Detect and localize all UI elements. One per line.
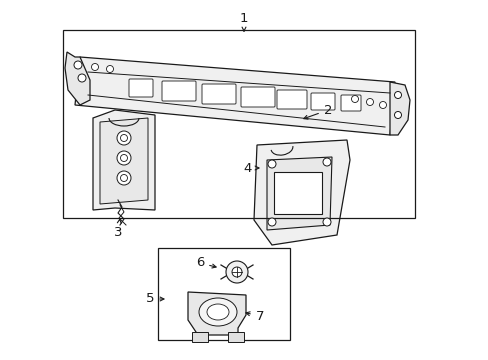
Text: 3: 3 <box>114 219 122 239</box>
Circle shape <box>394 91 401 99</box>
Text: 7: 7 <box>245 310 264 323</box>
Polygon shape <box>187 292 245 335</box>
Circle shape <box>351 95 358 103</box>
FancyBboxPatch shape <box>162 81 196 101</box>
Circle shape <box>78 74 86 82</box>
Polygon shape <box>93 110 155 210</box>
Circle shape <box>379 102 386 108</box>
Circle shape <box>231 267 242 277</box>
Circle shape <box>106 66 113 72</box>
FancyBboxPatch shape <box>276 90 306 109</box>
Circle shape <box>394 112 401 118</box>
Polygon shape <box>100 118 148 204</box>
Bar <box>273 172 321 214</box>
Circle shape <box>117 151 131 165</box>
Circle shape <box>117 131 131 145</box>
Polygon shape <box>389 82 409 135</box>
Polygon shape <box>75 57 394 135</box>
Circle shape <box>267 160 275 168</box>
Circle shape <box>267 218 275 226</box>
Polygon shape <box>65 52 90 105</box>
Text: 2: 2 <box>303 104 331 119</box>
Circle shape <box>120 175 127 181</box>
FancyBboxPatch shape <box>129 79 153 97</box>
FancyBboxPatch shape <box>241 87 274 107</box>
Circle shape <box>120 135 127 141</box>
Text: 5: 5 <box>145 292 163 306</box>
Circle shape <box>323 218 330 226</box>
Circle shape <box>225 261 247 283</box>
FancyBboxPatch shape <box>202 84 236 104</box>
Bar <box>158 248 289 340</box>
Bar <box>63 30 414 218</box>
Text: 6: 6 <box>195 256 216 270</box>
Circle shape <box>91 63 98 71</box>
Circle shape <box>366 99 373 105</box>
Circle shape <box>74 61 82 69</box>
Circle shape <box>117 171 131 185</box>
FancyBboxPatch shape <box>340 95 360 111</box>
Text: 4: 4 <box>244 162 259 175</box>
Polygon shape <box>253 140 349 245</box>
Ellipse shape <box>199 298 237 326</box>
Ellipse shape <box>206 304 228 320</box>
Circle shape <box>120 154 127 162</box>
Polygon shape <box>266 157 331 230</box>
FancyBboxPatch shape <box>310 93 334 110</box>
Polygon shape <box>227 332 244 342</box>
Circle shape <box>323 158 330 166</box>
Polygon shape <box>192 332 207 342</box>
Text: 1: 1 <box>239 12 248 31</box>
